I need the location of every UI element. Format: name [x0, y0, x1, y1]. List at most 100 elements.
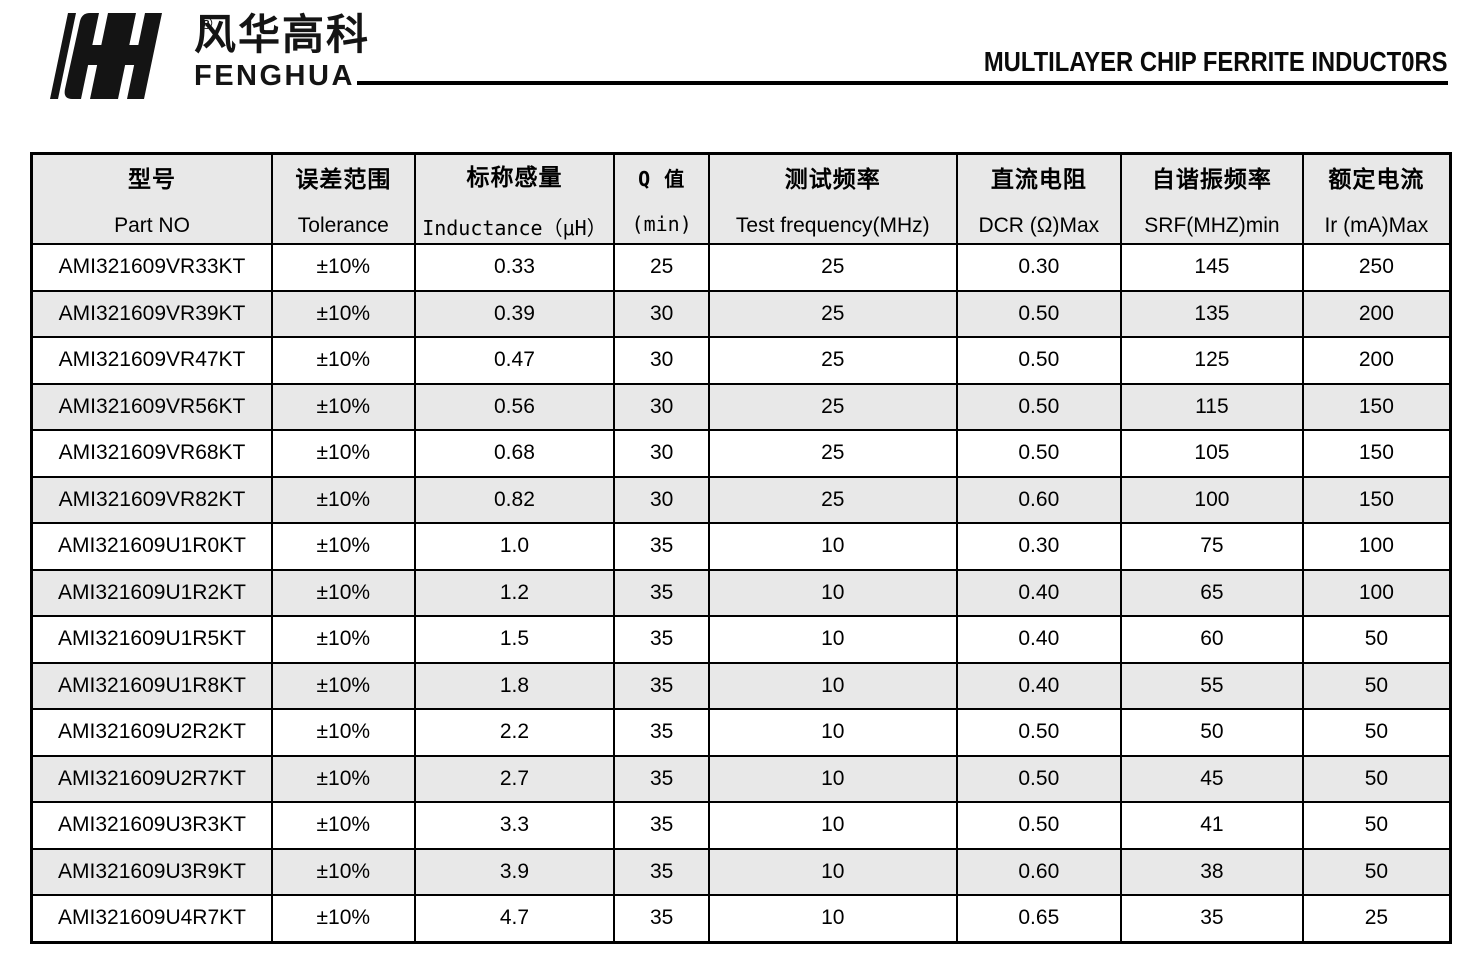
table-row: AMI321609U1R8KT ±10% 1.8 35 10 0.40 55 50 — [30, 661, 1452, 710]
value-cell: ±10% — [271, 894, 416, 943]
value-cell: 10 — [708, 894, 958, 943]
column-header: 自谐振频率 SRF(MHZ)min — [1120, 152, 1304, 245]
value-cell: 35 — [613, 522, 711, 571]
value-cell: 0.56 — [413, 382, 616, 431]
value-cell: 10 — [708, 801, 958, 850]
value-cell: 0.60 — [955, 847, 1123, 896]
value-cell: 10 — [708, 754, 958, 803]
value-cell: 0.82 — [413, 475, 616, 524]
value-cell: 0.50 — [955, 382, 1123, 431]
part-no-cell: AMI321609VR56KT — [30, 382, 274, 431]
value-cell: ±10% — [271, 754, 416, 803]
value-cell: 10 — [708, 661, 958, 710]
value-cell: 0.40 — [955, 615, 1123, 664]
value-cell: 25 — [1301, 894, 1452, 943]
value-cell: 35 — [613, 754, 711, 803]
value-cell: 75 — [1120, 522, 1304, 571]
part-no-cell: AMI321609U2R7KT — [30, 754, 274, 803]
part-no-cell: AMI321609U3R9KT — [30, 847, 274, 896]
value-cell: 50 — [1301, 615, 1452, 664]
value-cell: 35 — [613, 708, 711, 757]
value-cell: 25 — [708, 336, 958, 385]
value-cell: 25 — [708, 243, 958, 292]
column-header-cn: Q 值 — [638, 166, 686, 191]
value-cell: 200 — [1301, 336, 1452, 385]
table-row: AMI321609VR33KT ±10% 0.33 25 25 0.30 145 250 — [30, 243, 1452, 292]
value-cell: 0.50 — [955, 336, 1123, 385]
value-cell: 1.2 — [413, 568, 616, 617]
value-cell: 2.2 — [413, 708, 616, 757]
value-cell: 25 — [708, 429, 958, 478]
value-cell: 10 — [708, 708, 958, 757]
part-no-cell: AMI321609U3R3KT — [30, 801, 274, 850]
table-row: AMI321609U2R2KT ±10% 2.2 35 10 0.50 50 50 — [30, 708, 1452, 757]
value-cell: 0.50 — [955, 801, 1123, 850]
value-cell: ±10% — [271, 615, 416, 664]
value-cell: 100 — [1301, 522, 1452, 571]
value-cell: 150 — [1301, 429, 1452, 478]
value-cell: 38 — [1120, 847, 1304, 896]
value-cell: 50 — [1301, 708, 1452, 757]
column-header: 测试频率 Test frequency(MHz) — [708, 152, 958, 245]
brand-header: ® 风华高科 FENGHUA — [42, 8, 370, 104]
value-cell: 3.9 — [413, 847, 616, 896]
value-cell: 2.7 — [413, 754, 616, 803]
column-header-en: Test frequency(MHz) — [735, 214, 930, 237]
value-cell: 30 — [613, 289, 711, 338]
table-body: AMI321609VR33KT ±10% 0.33 25 25 0.30 145 250 AMI… — [30, 243, 1452, 943]
column-header-en: Part NO — [114, 214, 190, 237]
value-cell: 145 — [1120, 243, 1304, 292]
value-cell: 30 — [613, 429, 711, 478]
value-cell: 0.65 — [955, 894, 1123, 943]
value-cell: 35 — [1120, 894, 1304, 943]
value-cell: ±10% — [271, 336, 416, 385]
value-cell: 35 — [613, 801, 711, 850]
value-cell: 105 — [1120, 429, 1304, 478]
value-cell: 0.30 — [955, 243, 1123, 292]
value-cell: 55 — [1120, 661, 1304, 710]
fenghua-logo-icon: ® — [42, 8, 213, 104]
part-no-cell: AMI321609U1R0KT — [30, 522, 274, 571]
page-title: MULTILAYER CHIP FERRITE INDUCT0RS — [984, 46, 1448, 77]
value-cell: 50 — [1301, 847, 1452, 896]
value-cell: 50 — [1301, 754, 1452, 803]
table-row: AMI321609VR68KT ±10% 0.68 30 25 0.50 105 150 — [30, 429, 1452, 478]
value-cell: 100 — [1301, 568, 1452, 617]
part-no-cell: AMI321609U2R2KT — [30, 708, 274, 757]
value-cell: 125 — [1120, 336, 1304, 385]
column-header: 误差范围 Tolerance — [271, 152, 416, 245]
column-header-cn: 直流电阻 — [990, 166, 1087, 192]
part-no-cell: AMI321609U1R2KT — [30, 568, 274, 617]
part-no-cell: AMI321609VR33KT — [30, 243, 274, 292]
value-cell: 41 — [1120, 801, 1304, 850]
value-cell: 150 — [1301, 475, 1452, 524]
value-cell: 100 — [1120, 475, 1304, 524]
value-cell: ±10% — [271, 801, 416, 850]
table-row: AMI321609VR82KT ±10% 0.82 30 25 0.60 100 150 — [30, 475, 1452, 524]
column-header-cn: 标称感量 — [466, 163, 563, 190]
value-cell: 25 — [708, 289, 958, 338]
value-cell: 0.30 — [955, 522, 1123, 571]
value-cell: 35 — [613, 661, 711, 710]
value-cell: 45 — [1120, 754, 1304, 803]
value-cell: 35 — [613, 615, 711, 664]
table-header-row: 型号 Part NO 误差范围 Tolerance 标称感量 Inductance（μH）… — [30, 152, 1452, 245]
value-cell: 50 — [1301, 661, 1452, 710]
part-no-cell: AMI321609VR68KT — [30, 429, 274, 478]
value-cell: 10 — [708, 847, 958, 896]
value-cell: ±10% — [271, 475, 416, 524]
value-cell: 25 — [613, 243, 711, 292]
part-no-cell: AMI321609VR39KT — [30, 289, 274, 338]
value-cell: 4.7 — [413, 894, 616, 943]
value-cell: 3.3 — [413, 801, 616, 850]
column-header-cn: 误差范围 — [295, 166, 392, 192]
value-cell: 35 — [613, 847, 711, 896]
header-divider-rule — [357, 81, 1448, 85]
column-header-en: Ir (mA)Max — [1324, 214, 1429, 237]
value-cell: 0.68 — [413, 429, 616, 478]
table-row: AMI321609VR39KT ±10% 0.39 30 25 0.50 135 200 — [30, 289, 1452, 338]
value-cell: 0.50 — [955, 289, 1123, 338]
value-cell: 1.5 — [413, 615, 616, 664]
part-no-cell: AMI321609VR82KT — [30, 475, 274, 524]
value-cell: 0.47 — [413, 336, 616, 385]
